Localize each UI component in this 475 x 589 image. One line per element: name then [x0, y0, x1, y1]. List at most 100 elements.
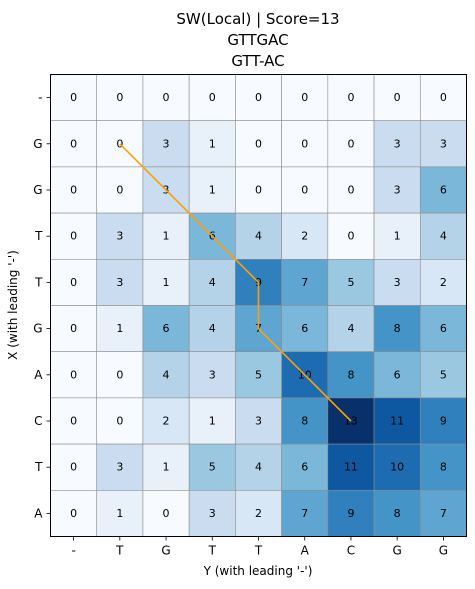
heatmap-cell [142, 120, 190, 168]
heatmap-cell [50, 212, 98, 260]
cell-value-labels: 0 0 0 0 0 0 0 0 00 0 3 1 0 0 0 3 30 0 3 1 0 0 0 3 60 3 1 6 4 2 0 1 40 3 1 4… [70, 91, 447, 520]
heatmap-cell [188, 305, 236, 353]
cell-value-label: 3 [394, 137, 401, 150]
heatmap-cell [188, 397, 236, 445]
heatmap-cell [419, 120, 467, 168]
cell-value-label: 8 [301, 415, 308, 428]
heatmap-cell [419, 443, 467, 491]
cell-value-label: 0 [255, 137, 262, 150]
cell-value-label: 7 [301, 507, 308, 520]
cell-value-label: 6 [301, 322, 308, 335]
cell-value-label: 2 [255, 507, 262, 520]
x-tick-label: G [161, 544, 170, 558]
title-line-1: SW(Local) | Score=13 [176, 10, 339, 28]
cell-value-label: 0 [301, 91, 308, 104]
cell-value-label: 0 [116, 415, 123, 428]
cell-value-label: 0 [70, 230, 77, 243]
cell-value-label: 6 [301, 461, 308, 474]
cell-value-label: 0 [70, 415, 77, 428]
title-line-2: GTTGAC [227, 31, 288, 49]
chart-title: SW(Local) | Score=13 GTTGAC GTT-AC [176, 10, 339, 70]
heatmap-cell [142, 258, 190, 306]
cell-value-label: 0 [255, 184, 262, 197]
cell-value-label: 0 [70, 91, 77, 104]
heatmap-cell [281, 397, 329, 445]
cell-value-label: 2 [163, 415, 170, 428]
cell-value-label: 2 [440, 276, 447, 289]
heatmap-cell [235, 120, 282, 168]
cell-value-label: 0 [347, 91, 354, 104]
cell-value-label: 0 [255, 91, 262, 104]
heatmap-cell [96, 74, 144, 122]
heatmap-cell [188, 258, 236, 306]
heatmap-cell [281, 489, 329, 537]
heatmap-cell [235, 351, 282, 399]
cell-value-label: 0 [70, 368, 77, 381]
cell-value-label: 1 [163, 461, 170, 474]
cell-value-label: 0 [70, 322, 77, 335]
heatmap-cell [50, 166, 98, 214]
heatmap-cell [142, 489, 190, 537]
y-tick-label: A [34, 368, 43, 382]
cell-value-label: 4 [347, 322, 354, 335]
cell-value-label: 4 [440, 230, 447, 243]
cell-value-label: 0 [301, 184, 308, 197]
heatmap-cell [50, 351, 98, 399]
x-tick-label: C [347, 544, 355, 558]
y-tick-label: C [34, 414, 42, 428]
x-tick-label: T [208, 544, 217, 558]
x-tick-label: A [301, 544, 310, 558]
heatmap-cell [419, 258, 467, 306]
y-axis-label: X (with leading '-') [6, 250, 20, 360]
cell-value-label: 11 [344, 461, 358, 474]
heatmap-cell [281, 74, 329, 122]
heatmap-cell [281, 305, 329, 353]
y-tick-label: T [34, 460, 43, 474]
y-tick-label: A [34, 506, 43, 520]
heatmap-cell [419, 166, 467, 214]
plot-frame [50, 74, 467, 537]
cell-value-label: 4 [209, 322, 216, 335]
cell-value-label: 3 [394, 276, 401, 289]
x-tick-label: G [393, 544, 402, 558]
cell-value-label: 0 [347, 137, 354, 150]
cell-value-label: 0 [163, 507, 170, 520]
cell-value-label: 3 [116, 461, 123, 474]
cell-value-label: 1 [209, 415, 216, 428]
cell-value-label: 3 [116, 230, 123, 243]
cell-value-label: 1 [163, 276, 170, 289]
cell-value-label: 0 [70, 461, 77, 474]
cell-value-label: 0 [347, 184, 354, 197]
cell-value-label: 0 [116, 91, 123, 104]
cell-value-label: 5 [255, 368, 262, 381]
x-tick-label: T [115, 544, 124, 558]
cell-value-label: 0 [163, 91, 170, 104]
cell-value-label: 8 [347, 368, 354, 381]
cell-value-label: 0 [70, 137, 77, 150]
cell-value-label: 3 [394, 184, 401, 197]
heatmap-cell [188, 74, 236, 122]
heatmap-cell [327, 166, 375, 214]
cell-value-label: 3 [116, 276, 123, 289]
cell-value-label: 4 [255, 230, 262, 243]
heatmap-cell [50, 74, 98, 122]
cell-value-label: 0 [394, 91, 401, 104]
cell-value-label: 9 [347, 507, 354, 520]
cell-value-label: 8 [440, 461, 447, 474]
heatmap-cell [188, 443, 236, 491]
cell-value-label: 0 [116, 184, 123, 197]
heatmap-cell [142, 443, 190, 491]
cell-value-label: 1 [163, 230, 170, 243]
heatmap-cell [50, 489, 98, 537]
cell-value-label: 3 [209, 368, 216, 381]
heatmap-cell [327, 258, 375, 306]
cell-value-label: 4 [255, 461, 262, 474]
heatmap-cell [281, 443, 329, 491]
x-axis-label: Y (with leading '-') [203, 564, 313, 578]
cell-value-label: 10 [390, 461, 404, 474]
heatmap-cell [188, 120, 236, 168]
heatmap-cell [96, 351, 144, 399]
heatmap-cell [50, 443, 98, 491]
heatmap-cell [188, 166, 236, 214]
